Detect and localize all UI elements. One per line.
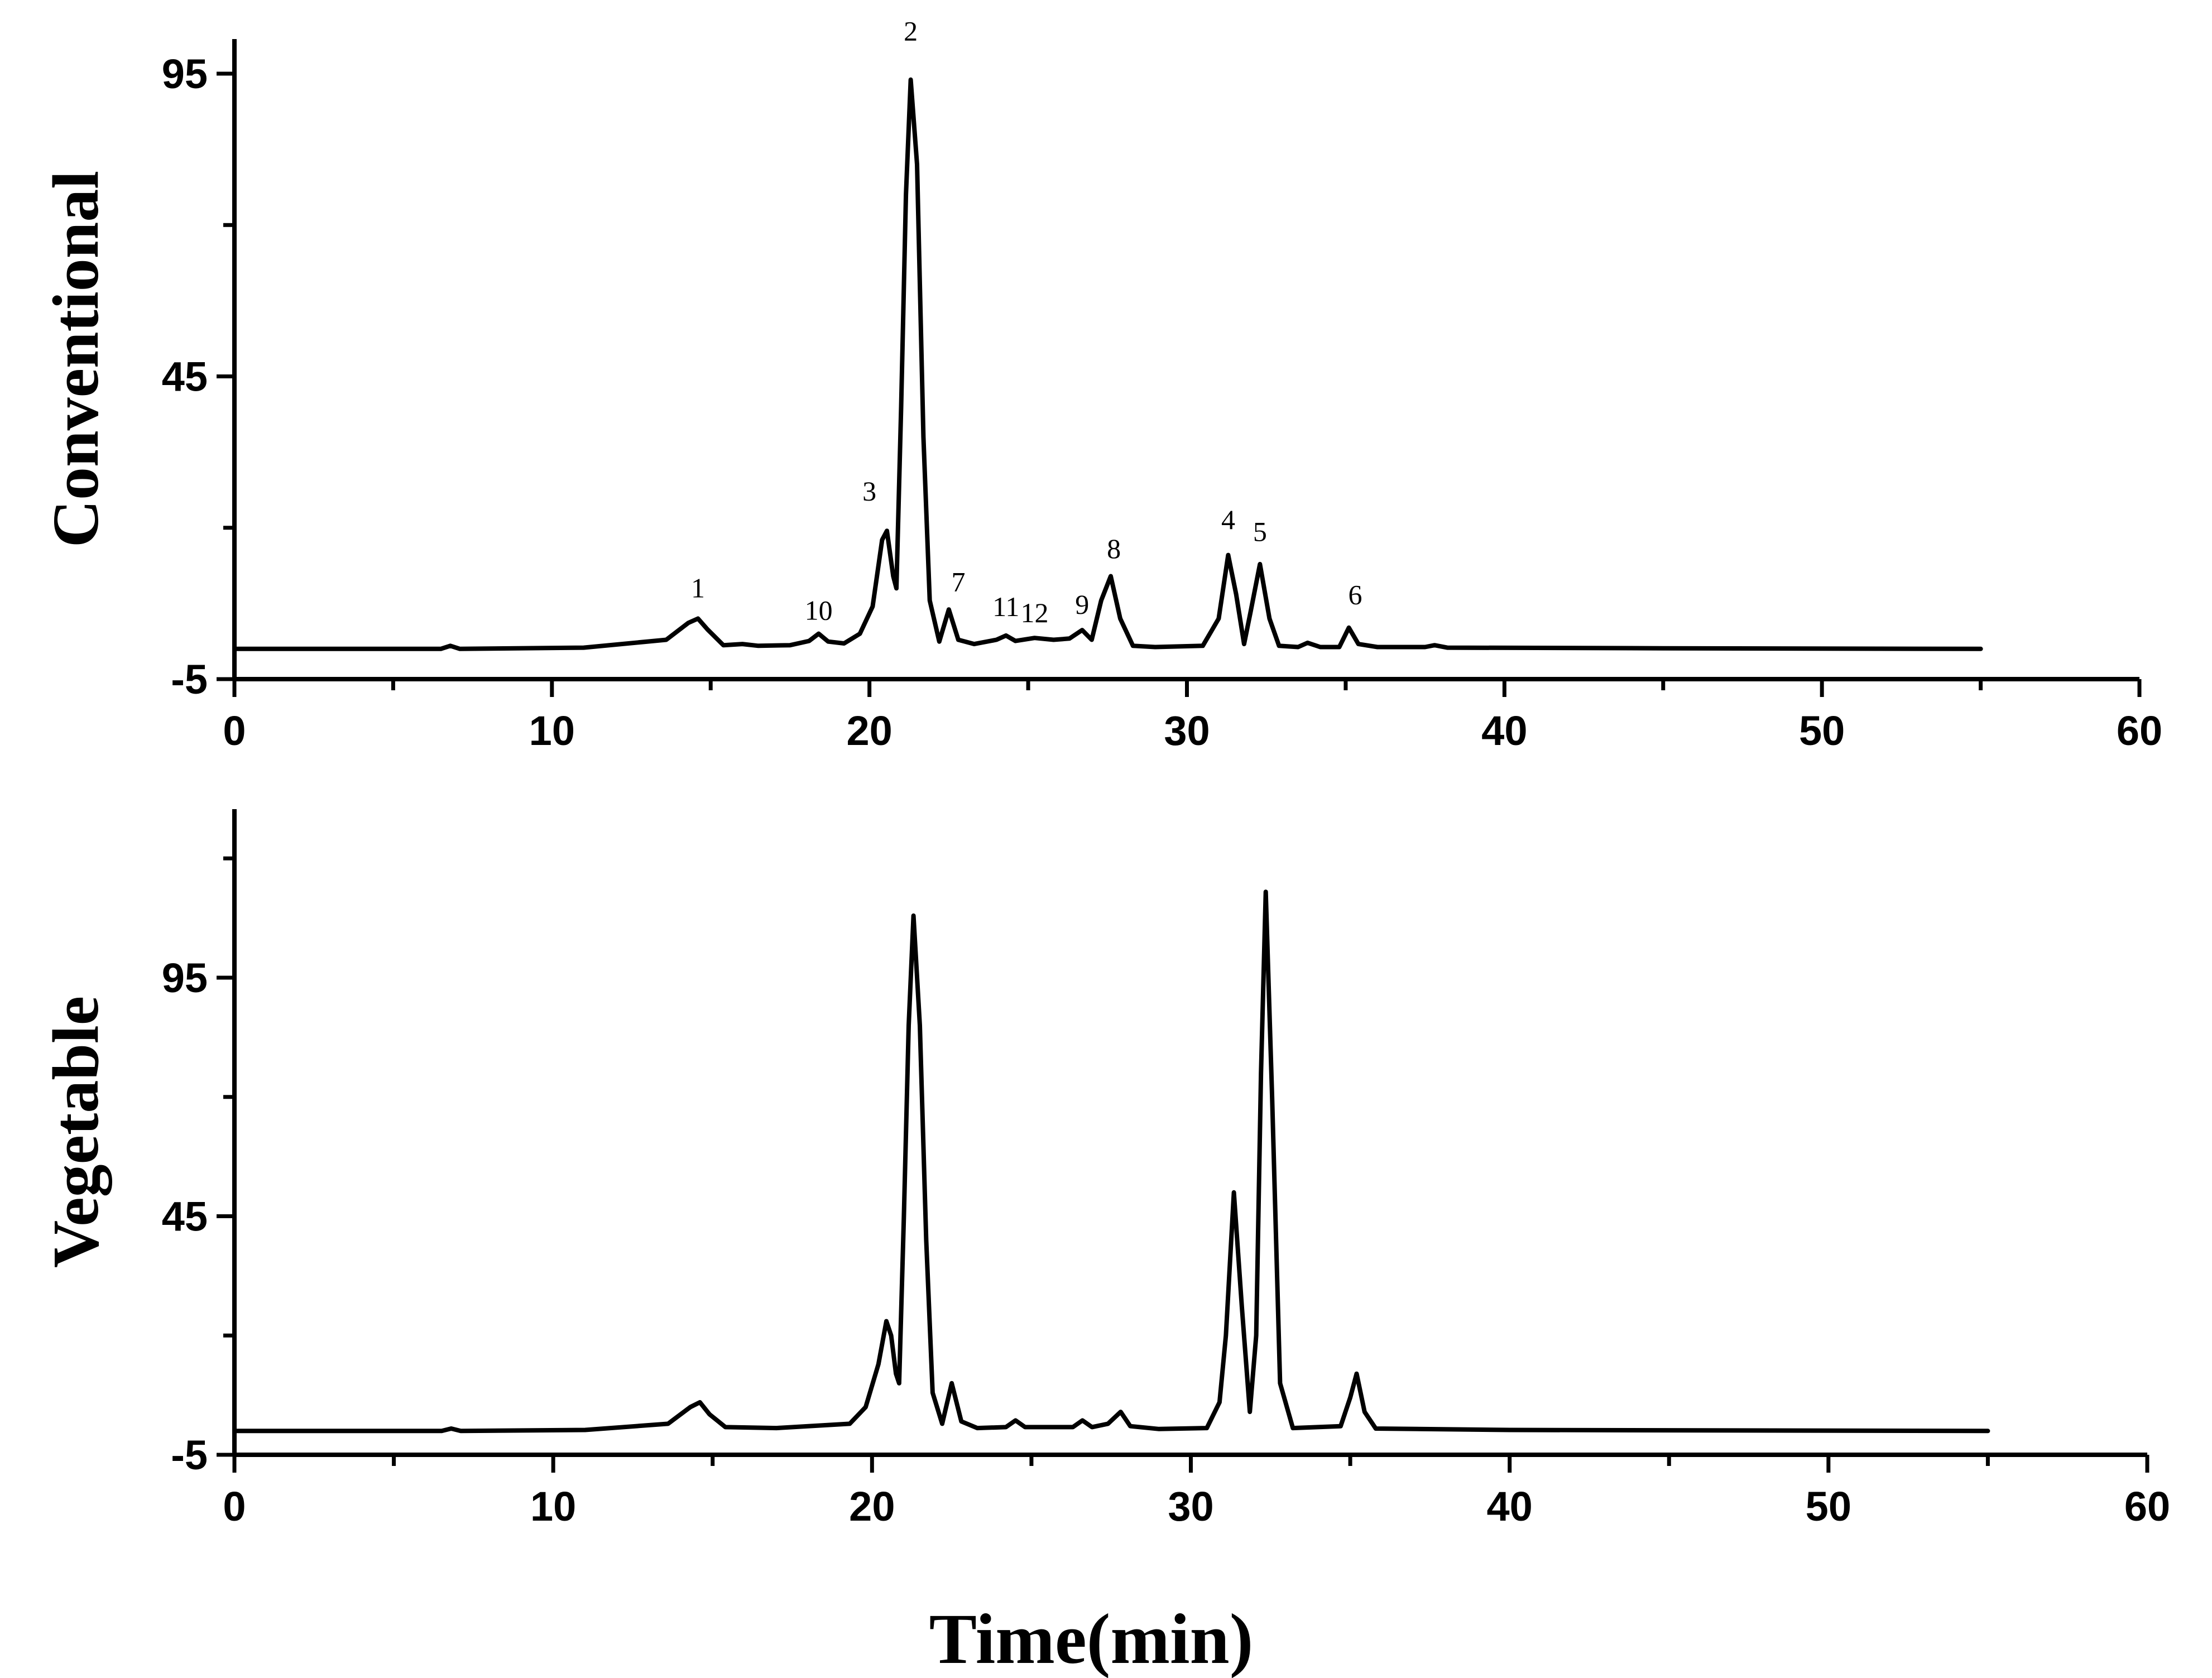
- x-tick-label: 20: [847, 708, 893, 754]
- x-axis-label: Time(min): [929, 1599, 1254, 1678]
- vegetable-panel: 0 10 20 30 40 50 60 -5 45 95 Vegetable: [39, 809, 2170, 1530]
- x-tick-label: 10: [529, 708, 575, 754]
- x-tick-label: 10: [530, 1483, 576, 1530]
- y-tick-label: 45: [162, 354, 208, 400]
- x-tick-label: 0: [223, 708, 246, 754]
- peak-label: 2: [904, 15, 918, 46]
- peak-label: 5: [1253, 516, 1267, 547]
- x-tick-label: 60: [2124, 1483, 2170, 1530]
- peak-label: 11: [992, 591, 1019, 622]
- peak-label: 9: [1075, 589, 1089, 620]
- y-tick-label: -5: [171, 1432, 208, 1478]
- x-tick-label: 40: [1481, 708, 1527, 754]
- x-tick-label: 40: [1487, 1483, 1533, 1530]
- peak-label: 4: [1221, 504, 1235, 535]
- y-axis-label: Vegetable: [39, 996, 112, 1268]
- peak-label: 1: [691, 573, 705, 604]
- y-tick-label: 45: [162, 1194, 208, 1240]
- y-tick-label: 95: [162, 51, 208, 97]
- y-axis-label: Conventional: [39, 171, 112, 547]
- peak-label: 10: [805, 595, 833, 626]
- x-tick-label: 20: [849, 1483, 895, 1530]
- x-tick-label: 30: [1168, 1483, 1213, 1530]
- y-tick-label: 95: [162, 955, 208, 1001]
- x-tick-label: 50: [1806, 1483, 1851, 1530]
- x-tick-label: 60: [2117, 708, 2162, 754]
- x-tick-label: 50: [1799, 708, 1845, 754]
- peak-label: 6: [1348, 579, 1362, 610]
- y-tick-label: -5: [171, 656, 208, 703]
- chromatogram-trace: [232, 890, 1990, 1434]
- x-tick-label: 0: [223, 1483, 246, 1530]
- peak-label: 12: [1020, 597, 1048, 628]
- peak-label: 8: [1107, 533, 1121, 564]
- chromatogram-trace: [232, 77, 1983, 651]
- peak-label: 7: [951, 566, 965, 598]
- peak-label: 3: [862, 475, 876, 507]
- x-tick-label: 30: [1164, 708, 1210, 754]
